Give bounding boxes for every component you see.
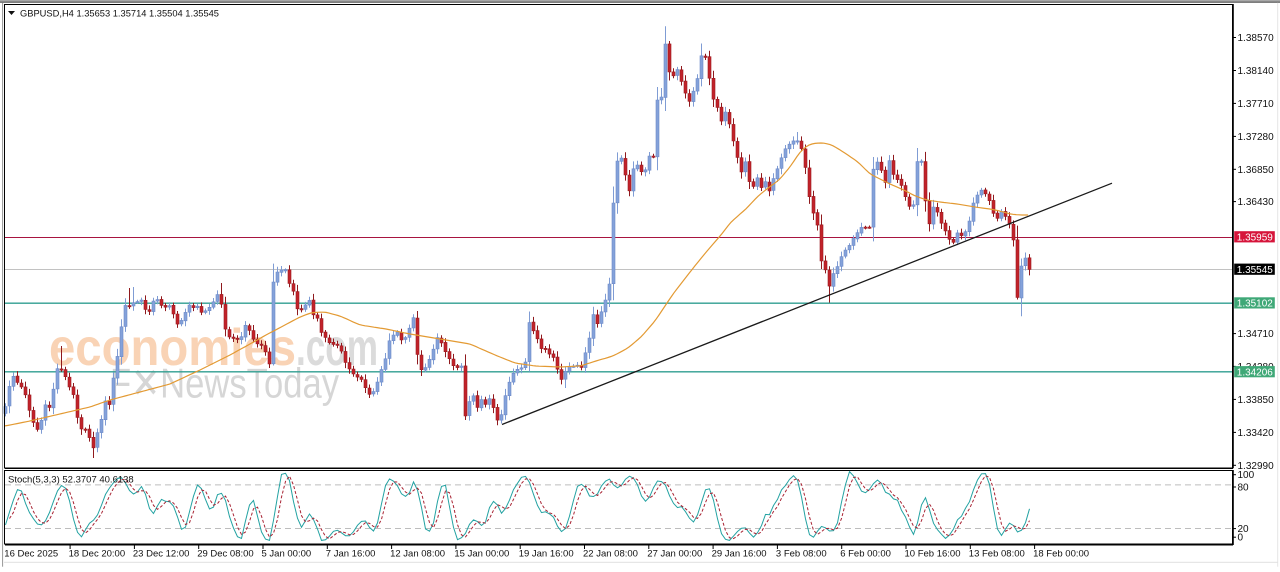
svg-text:1.36430: 1.36430 xyxy=(1238,197,1275,208)
svg-text:18 Feb 00:00: 18 Feb 00:00 xyxy=(1033,549,1089,560)
svg-text:16 Dec 2025: 16 Dec 2025 xyxy=(4,549,58,560)
svg-text:1.33850: 1.33850 xyxy=(1238,395,1275,406)
svg-text:1.37280: 1.37280 xyxy=(1238,132,1275,143)
svg-text:19 Jan 16:00: 19 Jan 16:00 xyxy=(519,549,574,560)
svg-text:27 Jan 00:00: 27 Jan 00:00 xyxy=(647,549,702,560)
svg-text:1.38140: 1.38140 xyxy=(1238,66,1275,77)
svg-text:7 Jan 16:00: 7 Jan 16:00 xyxy=(326,549,376,560)
svg-text:5 Jan 00:00: 5 Jan 00:00 xyxy=(262,549,312,560)
svg-text:1.35545: 1.35545 xyxy=(1237,265,1273,276)
svg-text:1.33420: 1.33420 xyxy=(1238,428,1275,439)
svg-text:6 Feb 00:00: 6 Feb 00:00 xyxy=(840,549,891,560)
svg-text:1.35959: 1.35959 xyxy=(1237,232,1273,243)
svg-text:1.35102: 1.35102 xyxy=(1237,299,1273,310)
svg-text:80: 80 xyxy=(1238,483,1250,494)
svg-text:economies: economies xyxy=(49,319,296,377)
svg-text:29 Dec 08:00: 29 Dec 08:00 xyxy=(197,549,254,560)
svg-text:Stoch(5,3,3) 52.3707 40.6138: Stoch(5,3,3) 52.3707 40.6138 xyxy=(8,475,134,486)
svg-text:1.34710: 1.34710 xyxy=(1238,329,1275,340)
svg-text:23 Dec 12:00: 23 Dec 12:00 xyxy=(133,549,190,560)
svg-text:0: 0 xyxy=(1238,533,1244,544)
svg-text:22 Jan 08:00: 22 Jan 08:00 xyxy=(583,549,638,560)
svg-text:15 Jan 00:00: 15 Jan 00:00 xyxy=(454,549,509,560)
svg-text:1.37710: 1.37710 xyxy=(1238,99,1275,110)
svg-text:F✕NewsToday: F✕NewsToday xyxy=(110,360,339,407)
svg-text:1.38570: 1.38570 xyxy=(1238,33,1275,44)
svg-text:29 Jan 16:00: 29 Jan 16:00 xyxy=(712,549,767,560)
svg-text:12 Jan 08:00: 12 Jan 08:00 xyxy=(390,549,445,560)
svg-text:20: 20 xyxy=(1238,524,1250,535)
svg-text:GBPUSD,H4 1.35653 1.35714 1.3: GBPUSD,H4 1.35653 1.35714 1.35504 1.3554… xyxy=(20,9,219,20)
svg-text:1.32990: 1.32990 xyxy=(1238,461,1275,472)
svg-text:3 Feb 08:00: 3 Feb 08:00 xyxy=(776,549,827,560)
svg-text:1.34206: 1.34206 xyxy=(1237,367,1273,378)
svg-text:100: 100 xyxy=(1238,470,1255,481)
svg-text:13 Feb 08:00: 13 Feb 08:00 xyxy=(969,549,1025,560)
svg-text:1.36850: 1.36850 xyxy=(1238,165,1275,176)
svg-text:10 Feb 16:00: 10 Feb 16:00 xyxy=(905,549,961,560)
svg-text:18 Dec 20:00: 18 Dec 20:00 xyxy=(69,549,126,560)
